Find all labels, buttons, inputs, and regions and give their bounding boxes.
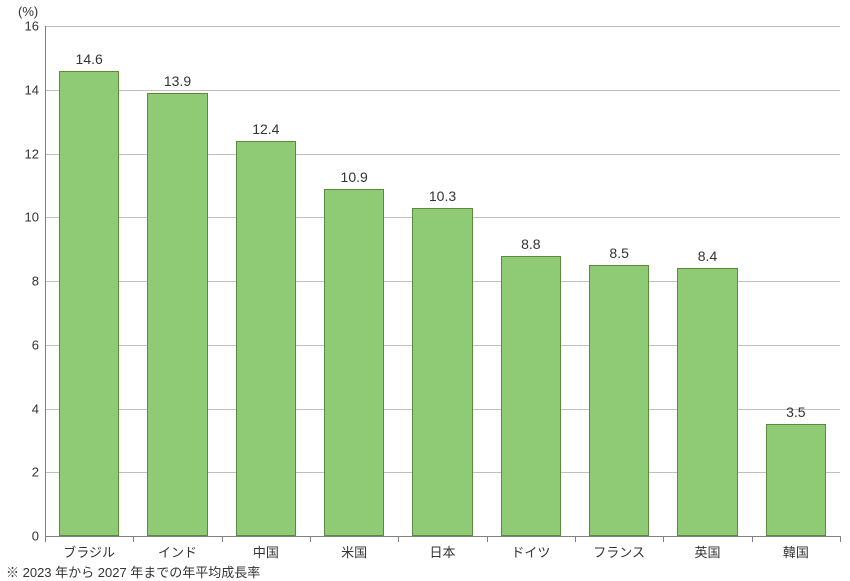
bar-value-label: 8.8 (521, 236, 540, 252)
bar (766, 424, 826, 536)
x-tick-mark (133, 536, 134, 542)
gridline (45, 90, 840, 91)
y-tick-label: 16 (17, 19, 39, 34)
bar-value-label: 10.9 (341, 169, 368, 185)
x-tick-mark (222, 536, 223, 542)
x-tick-label: 中国 (253, 542, 279, 561)
bar-value-label: 14.6 (76, 51, 103, 67)
y-tick-label: 6 (17, 337, 39, 352)
x-tick-mark (663, 536, 664, 542)
y-tick-label: 0 (17, 529, 39, 544)
x-axis (45, 536, 840, 537)
x-tick-label: インド (158, 542, 197, 561)
bar-value-label: 3.5 (786, 404, 805, 420)
y-axis-unit: (%) (18, 4, 38, 19)
bar-chart: (%) 0 2 4 6 8 10 12 14 16 14.6 13.9 12.4 10.9 10.3 8.… (0, 0, 850, 580)
gridline (45, 26, 840, 27)
x-tick-label: ブラジル (63, 542, 115, 561)
bar-value-label: 13.9 (164, 73, 191, 89)
y-axis (45, 26, 46, 536)
y-tick-label: 12 (17, 146, 39, 161)
bar (677, 268, 737, 536)
y-tick-label: 2 (17, 465, 39, 480)
x-tick-mark (487, 536, 488, 542)
bar-value-label: 8.5 (609, 245, 628, 261)
x-tick-mark (45, 536, 46, 542)
y-tick-label: 14 (17, 82, 39, 97)
y-tick-label: 8 (17, 274, 39, 289)
bar (589, 265, 649, 536)
bar (501, 256, 561, 537)
chart-footnote: ※ 2023 年から 2027 年までの年平均成長率 (6, 562, 260, 581)
x-tick-mark (310, 536, 311, 542)
x-tick-mark (840, 536, 841, 542)
x-tick-label: ドイツ (511, 542, 550, 561)
bar-value-label: 8.4 (698, 248, 717, 264)
bar (412, 208, 472, 536)
y-tick-label: 4 (17, 401, 39, 416)
x-tick-label: 日本 (429, 542, 455, 561)
x-tick-label: 英国 (694, 542, 720, 561)
bar-value-label: 10.3 (429, 188, 456, 204)
y-tick-label: 10 (17, 210, 39, 225)
bar (59, 71, 119, 536)
bar (147, 93, 207, 536)
bar (324, 189, 384, 536)
bar-value-label: 12.4 (252, 121, 279, 137)
x-tick-label: フランス (593, 542, 645, 561)
bar (236, 141, 296, 536)
x-tick-label: 米国 (341, 542, 367, 561)
x-tick-label: 韓国 (783, 542, 809, 561)
x-tick-mark (575, 536, 576, 542)
x-tick-mark (398, 536, 399, 542)
x-tick-mark (752, 536, 753, 542)
